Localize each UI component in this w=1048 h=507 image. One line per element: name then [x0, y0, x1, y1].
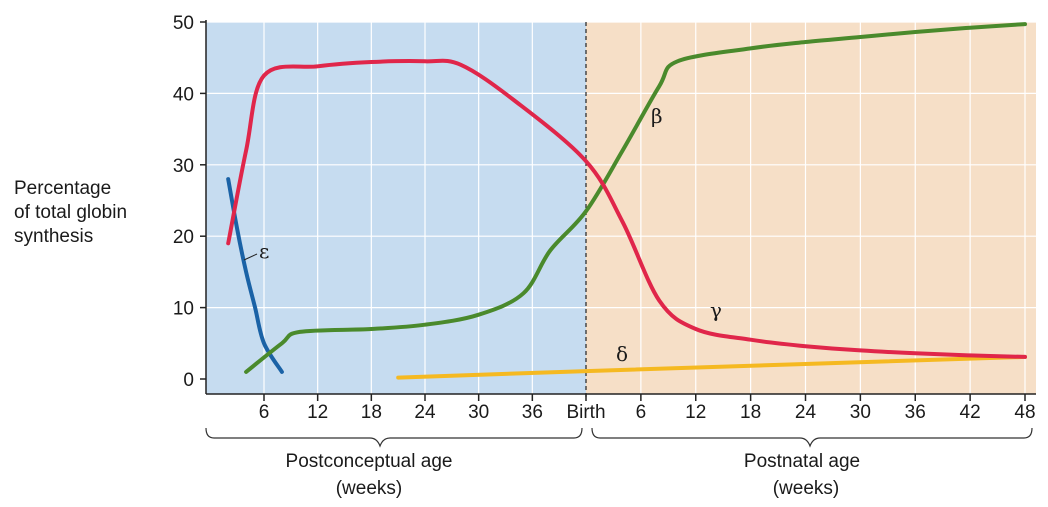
prenatal-region	[206, 22, 586, 394]
x-tick-label: 18	[740, 402, 761, 423]
x-tick-label: Birth	[566, 402, 605, 423]
y-tick-label: 40	[173, 84, 194, 105]
gamma-globin-line	[226, 58, 1027, 359]
epsilon-globin-line	[226, 177, 284, 374]
y-ticks: 0 10 20 30 40 50	[173, 13, 206, 391]
x-tick-label: 18	[361, 402, 382, 423]
postnatal-label: Postnatal age	[744, 451, 860, 472]
epsilon-leader-line	[243, 253, 258, 261]
prenatal-brace	[205, 427, 583, 448]
postnatal-unit: (weeks)	[773, 478, 840, 499]
epsilon-label: ε	[259, 239, 269, 263]
x-ticks: 6 12 18 24 30 36 Birth 6 12 18 24 30 36 42 48	[259, 394, 1036, 423]
prenatal-label: Postconceptual age	[286, 451, 453, 472]
x-tick-label: 24	[414, 402, 436, 423]
x-tick-label: 24	[795, 402, 817, 423]
series-lines	[226, 22, 1027, 380]
gamma-label: γ	[710, 298, 722, 322]
y-tick-label: 20	[173, 227, 194, 248]
y-tick-label: 30	[173, 156, 194, 177]
x-tick-label: 36	[905, 402, 926, 423]
x-tick-label: 12	[307, 402, 328, 423]
x-tick-label: 12	[685, 402, 706, 423]
x-tick-label: 30	[850, 402, 871, 423]
x-tick-label: 6	[259, 402, 270, 423]
ylabel-line-2: of total globin	[14, 202, 127, 223]
x-tick-label: 6	[636, 402, 647, 423]
series-labels: ε γ β δ	[259, 104, 722, 366]
x-tick-label: 42	[960, 402, 981, 423]
prenatal-unit: (weeks)	[336, 478, 403, 499]
y-tick-label: 50	[173, 13, 194, 34]
beta-globin-line	[244, 22, 1027, 374]
ylabel-line-1: Percentage	[14, 178, 111, 199]
x-tick-label: 30	[468, 402, 489, 423]
y-tick-label: 0	[183, 370, 194, 391]
delta-globin-line	[396, 354, 1027, 380]
ylabel-line-3: synthesis	[14, 226, 93, 247]
grid	[206, 21, 1036, 394]
postnatal-brace	[591, 427, 1033, 448]
beta-label: β	[651, 104, 663, 128]
delta-label: δ	[616, 342, 628, 366]
x-tick-label: 48	[1014, 402, 1035, 423]
x-tick-label: 36	[522, 402, 543, 423]
postnatal-region	[586, 22, 1036, 394]
y-axis-label: Percentage of total globin synthesis	[14, 178, 127, 247]
y-tick-label: 10	[173, 299, 194, 320]
